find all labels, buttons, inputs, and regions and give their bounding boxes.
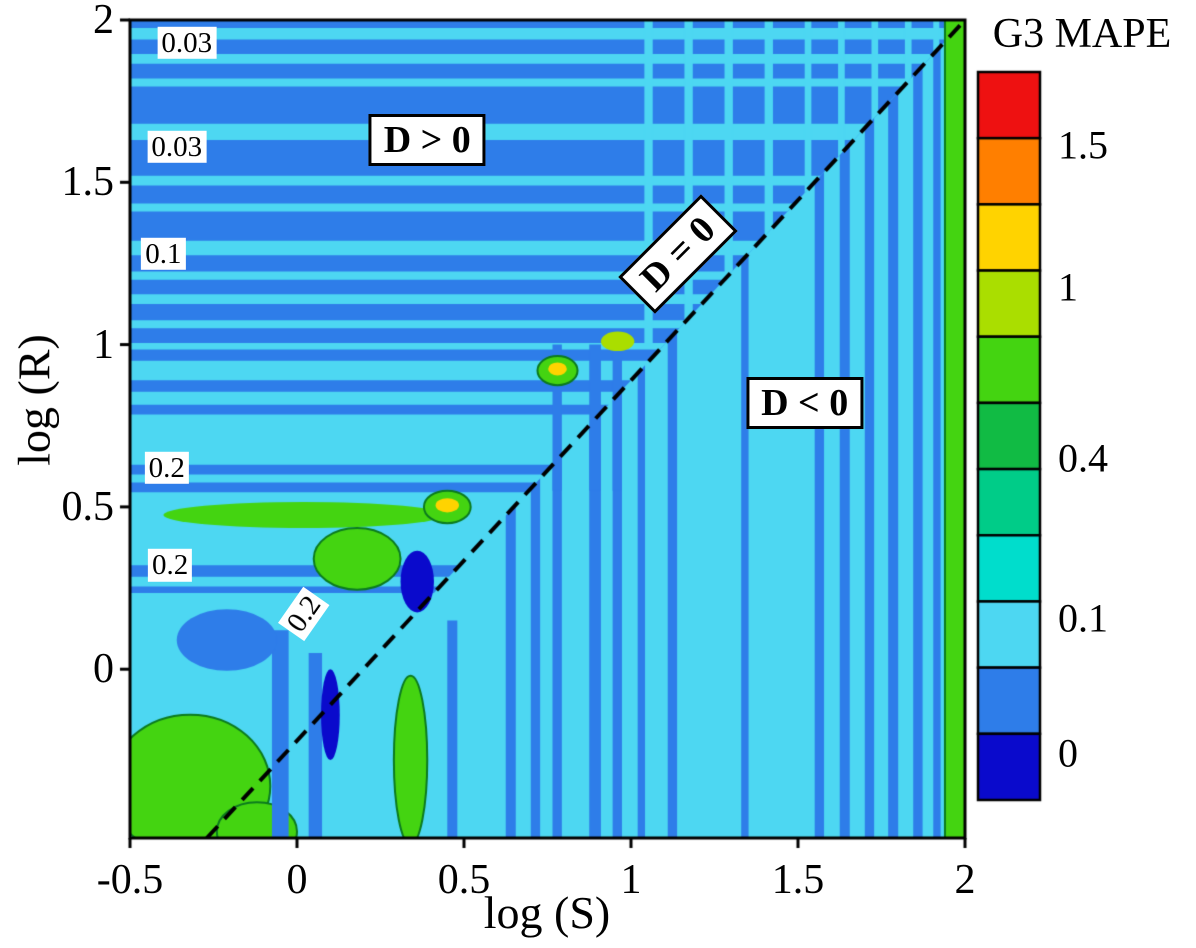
colorbar-tick-label: 0.1 bbox=[1058, 595, 1108, 641]
colorbar-tick-label: 1 bbox=[1058, 264, 1078, 310]
x-axis-label: log (S) bbox=[483, 887, 611, 938]
region-label: D < 0 bbox=[746, 377, 864, 430]
x-tick-label: -0.5 bbox=[96, 857, 164, 903]
y-tick-label: 0 bbox=[93, 646, 114, 693]
y-tick-label: 0.5 bbox=[61, 483, 115, 530]
x-tick-label: 0.5 bbox=[437, 857, 491, 903]
x-tick-label: 1.5 bbox=[771, 857, 825, 903]
colorbar-tick-label: 1.5 bbox=[1058, 122, 1108, 168]
colorbar-title: G3 MAPE bbox=[992, 11, 1172, 57]
y-tick-label: 1.5 bbox=[61, 159, 115, 206]
colorbar-tick-label: 0 bbox=[1058, 730, 1078, 776]
contour-value-label: 0.2 bbox=[144, 451, 189, 485]
contour-value-label: 0.2 bbox=[147, 549, 193, 582]
y-tick-label: 1 bbox=[93, 321, 114, 368]
contour-value-label: 0.1 bbox=[141, 237, 186, 270]
y-axis-label: log (R) bbox=[8, 334, 60, 466]
contour-value-label: 0.03 bbox=[157, 26, 217, 59]
x-tick-label: 0 bbox=[286, 857, 308, 903]
x-tick-label: 1 bbox=[620, 857, 642, 903]
region-label: D > 0 bbox=[368, 114, 486, 167]
y-tick-label: 2 bbox=[93, 0, 114, 43]
colorbar-tick-label: 0.4 bbox=[1058, 435, 1108, 481]
x-tick-label: 2 bbox=[954, 857, 976, 903]
contour-value-label: 0.03 bbox=[147, 130, 207, 163]
